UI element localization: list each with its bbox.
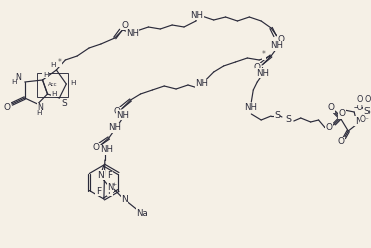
Text: NH: NH	[126, 30, 139, 38]
Text: N: N	[98, 171, 104, 180]
Text: O: O	[328, 103, 335, 113]
Text: O: O	[339, 110, 346, 119]
Text: O: O	[254, 63, 261, 72]
Text: O: O	[365, 95, 371, 104]
Text: NH: NH	[116, 111, 129, 120]
Text: H: H	[52, 91, 57, 97]
Text: S: S	[363, 106, 369, 116]
Text: NH: NH	[108, 124, 121, 132]
Text: O: O	[121, 21, 128, 30]
Text: +: +	[111, 182, 116, 186]
Text: S: S	[285, 116, 291, 124]
Text: H: H	[70, 80, 76, 86]
Text: S: S	[364, 107, 370, 117]
Text: F: F	[107, 187, 112, 196]
Text: F: F	[107, 171, 112, 180]
Text: *: *	[58, 58, 61, 66]
Text: N: N	[15, 73, 21, 83]
Text: O: O	[113, 107, 120, 117]
Text: S: S	[62, 98, 67, 107]
Text: NH: NH	[270, 41, 283, 51]
Text: O: O	[338, 137, 345, 147]
Text: H: H	[43, 72, 48, 78]
Text: F: F	[96, 171, 101, 180]
Text: O: O	[326, 123, 333, 131]
Text: O: O	[3, 102, 10, 112]
Text: H: H	[36, 110, 41, 116]
Text: NH: NH	[244, 103, 257, 113]
Text: O: O	[278, 34, 285, 43]
Text: NH: NH	[190, 10, 203, 20]
Text: S: S	[274, 112, 280, 121]
Text: F: F	[96, 187, 101, 196]
Text: Acc: Acc	[47, 83, 57, 88]
Text: O⁻: O⁻	[360, 116, 370, 124]
Text: *: *	[262, 51, 266, 60]
Text: –O: –O	[353, 103, 363, 113]
Text: N: N	[355, 117, 361, 125]
Text: NH: NH	[256, 68, 269, 77]
Bar	[37, 73, 68, 97]
Text: O: O	[92, 144, 99, 153]
Text: H: H	[11, 79, 17, 85]
Text: O: O	[360, 97, 366, 106]
Text: NH: NH	[100, 146, 114, 155]
Text: H: H	[51, 62, 56, 68]
Text: O: O	[364, 117, 370, 125]
Text: N: N	[121, 194, 128, 204]
Text: NH: NH	[195, 80, 209, 89]
Text: N: N	[108, 183, 114, 191]
Text: Na: Na	[137, 209, 148, 217]
Text: O: O	[357, 95, 363, 104]
Text: N: N	[37, 103, 43, 113]
